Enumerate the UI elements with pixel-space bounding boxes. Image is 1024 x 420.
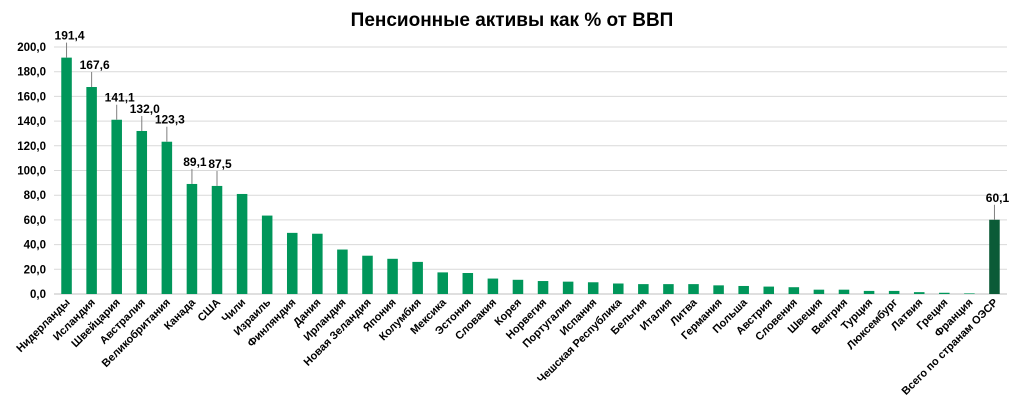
bar: [713, 285, 724, 294]
bar: [813, 289, 825, 294]
y-tick-label: 100,0: [17, 166, 46, 178]
bar: [387, 258, 398, 294]
data-label: 123,3: [155, 113, 185, 127]
y-tick-label: 160,0: [17, 91, 46, 103]
bar: [738, 285, 749, 294]
bar: [688, 284, 699, 294]
x-tick-label: США: [196, 297, 224, 325]
bar: [136, 130, 148, 294]
y-tick-label: 60,0: [24, 215, 46, 227]
bar: [863, 290, 875, 294]
data-label: 60,1: [986, 191, 1010, 205]
bar: [537, 281, 549, 294]
y-tick-label: 0,0: [30, 289, 46, 301]
data-label: 191,4: [55, 29, 85, 43]
bar: [587, 282, 599, 294]
bar: [562, 281, 574, 294]
bar: [161, 141, 173, 294]
data-label: 167,6: [80, 58, 110, 72]
bar: [236, 193, 248, 294]
bar: [663, 284, 674, 294]
bar: [61, 57, 72, 294]
bar: [337, 249, 348, 294]
bar: [186, 183, 198, 294]
bar: [512, 279, 524, 294]
y-tick-label: 20,0: [24, 264, 46, 276]
bar: [412, 261, 423, 294]
bar: [888, 290, 900, 294]
bar: [261, 215, 273, 294]
bar: [86, 87, 97, 294]
y-tick-label: 80,0: [24, 190, 46, 202]
bar: [111, 119, 122, 294]
bar: [788, 287, 800, 294]
data-label: 89,1: [183, 155, 207, 169]
bar: [838, 289, 850, 294]
data-label: 87,5: [208, 157, 232, 171]
y-tick-label: 200,0: [17, 42, 46, 54]
bar: [939, 292, 950, 294]
data-label: 132,0: [130, 102, 160, 116]
bar: [211, 185, 223, 294]
y-tick-label: 180,0: [17, 67, 46, 79]
bar: [286, 232, 298, 294]
data-label: 141,1: [105, 91, 135, 105]
bar: [913, 292, 925, 294]
bar: [989, 219, 1000, 294]
bar: [437, 272, 448, 294]
bar: [487, 278, 499, 294]
chart-title: Пенсионные активы как % от ВВП: [350, 10, 674, 31]
y-tick-label: 120,0: [17, 141, 46, 153]
bar: [613, 283, 624, 294]
y-tick-label: 140,0: [17, 116, 46, 128]
bar: [362, 255, 373, 294]
bar: [462, 273, 474, 294]
bar: [638, 284, 649, 294]
bar: [964, 293, 975, 294]
y-tick-label: 40,0: [24, 240, 46, 252]
bar: [763, 286, 775, 294]
bar: [312, 233, 323, 294]
